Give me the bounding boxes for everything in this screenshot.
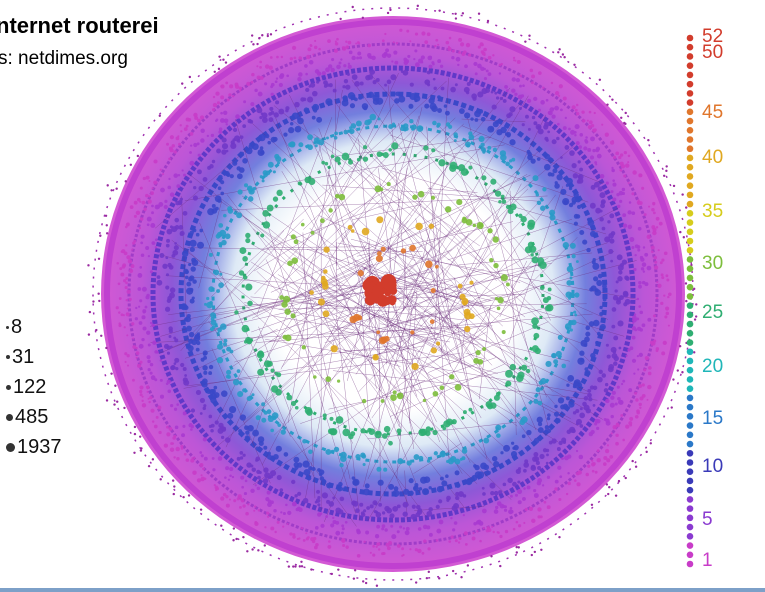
- shell-label: 45: [702, 102, 724, 123]
- size-legend-item: 122: [6, 372, 62, 402]
- shell-label: 35: [702, 201, 724, 222]
- router-nodes: [87, 4, 698, 587]
- size-dot-icon: [6, 325, 9, 329]
- shell-label: 25: [702, 302, 724, 323]
- shell-label: 15: [702, 408, 724, 429]
- size-legend-label: 1937: [17, 435, 62, 458]
- shell-label: 10: [702, 456, 724, 477]
- link-web: [150, 72, 639, 527]
- size-dot-icon: [6, 413, 13, 421]
- shell-label: 40: [702, 147, 724, 168]
- size-legend-label: 485: [15, 405, 49, 428]
- bottom-border: [0, 588, 765, 592]
- node-size-legend: 8 31 122 485 1937: [6, 312, 62, 462]
- shell-color-scale: [686, 34, 694, 568]
- shell-index-legend: 52 50 45 40 35 30 25 20 15 10 5 1: [684, 26, 764, 573]
- size-dot-icon: [6, 442, 15, 452]
- shell-label: 50: [702, 42, 724, 63]
- shell-label: 30: [702, 253, 724, 274]
- shell-label: 5: [702, 509, 713, 530]
- source-credit: s: netdimes.org: [0, 48, 128, 69]
- shell-label: 1: [702, 550, 713, 571]
- shell-label: 20: [702, 356, 724, 377]
- shell-label: 52: [702, 26, 724, 47]
- size-dot-icon: [6, 355, 10, 359]
- chart-title: nternet routerei: [0, 13, 159, 38]
- size-legend-label: 122: [13, 375, 47, 398]
- size-legend-item: 8: [6, 312, 62, 342]
- size-legend-item: 1937: [6, 432, 62, 462]
- size-legend-item: 485: [6, 402, 62, 432]
- size-dot-icon: [6, 384, 11, 390]
- size-legend-label: 31: [12, 345, 35, 368]
- size-legend-item: 31: [6, 342, 62, 372]
- size-legend-label: 8: [11, 315, 23, 338]
